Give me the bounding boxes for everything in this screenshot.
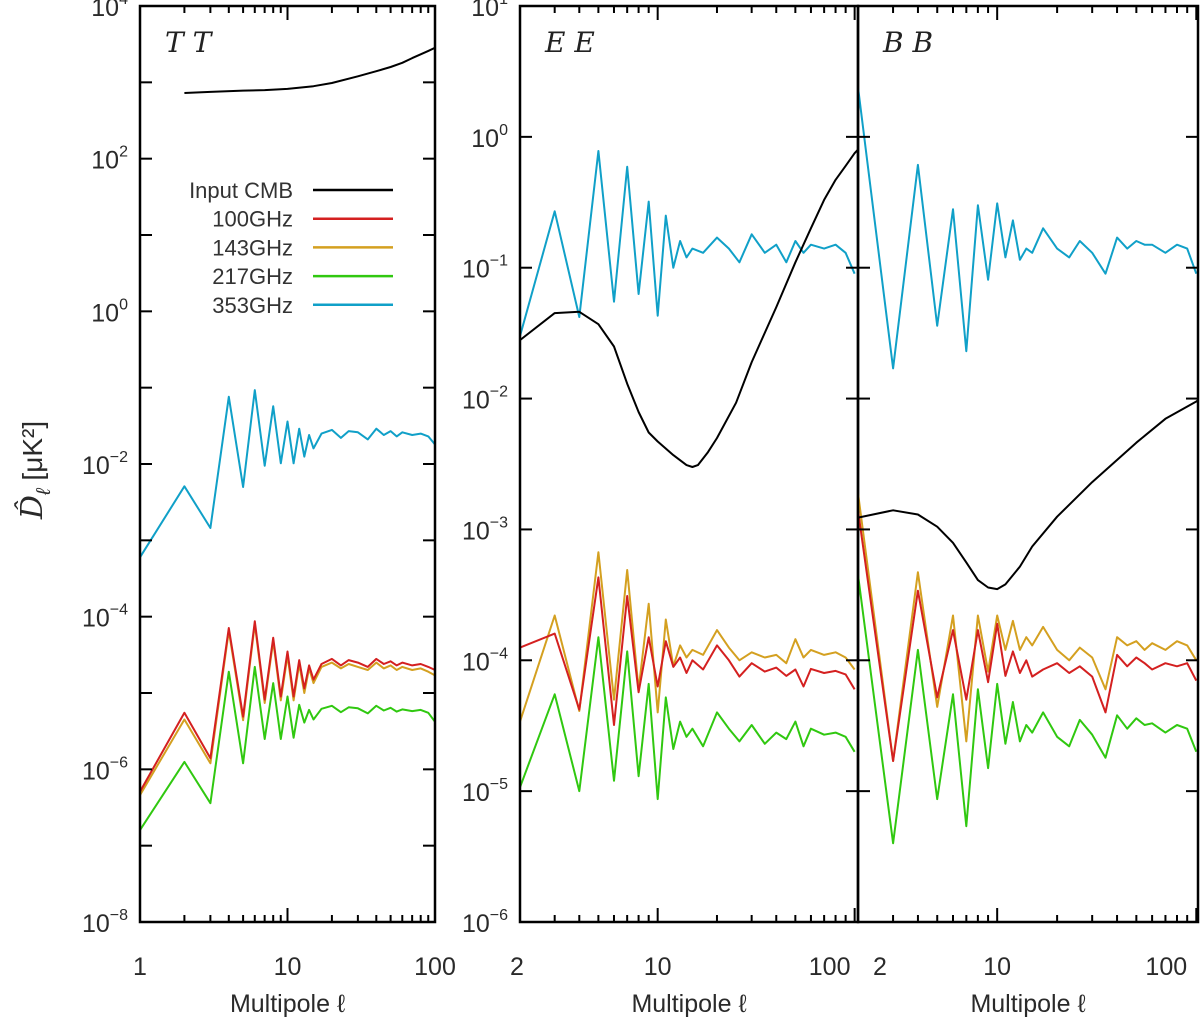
series-line-217ghz xyxy=(858,574,1198,845)
x-tick-label: 100 xyxy=(414,953,456,981)
series-line-143ghz xyxy=(520,551,856,722)
legend: Input CMB 100GHz 143GHz 217GHz 353GHz xyxy=(189,178,393,318)
x-tick-label: 100 xyxy=(809,953,851,981)
tick-base: 10 xyxy=(91,0,119,22)
y-tick-label: 101 xyxy=(471,0,508,22)
y-tick-label: 10−4 xyxy=(462,645,508,676)
legend-label: 100GHz xyxy=(212,207,293,232)
tick-base: 10 xyxy=(462,256,490,284)
tick-exponent: −6 xyxy=(110,754,128,771)
x-tick-label: 1 xyxy=(133,953,147,981)
y-tick-label: 10−2 xyxy=(462,384,508,415)
y-tick-label: 10−6 xyxy=(82,754,128,785)
series-line-input-cmb xyxy=(520,148,858,468)
tick-exponent: −3 xyxy=(490,514,508,531)
y-tick-label: 104 xyxy=(91,0,128,22)
x-tick-label: 2 xyxy=(510,953,524,981)
series-group xyxy=(140,46,435,831)
tick-exponent: −6 xyxy=(490,907,508,924)
tick-base: 10 xyxy=(91,299,119,327)
y-axis-subscript: ℓ xyxy=(33,487,55,496)
y-tick-label: 10−4 xyxy=(82,602,128,633)
y-tick-label: 10−3 xyxy=(462,514,508,545)
x-tick-label: 100 xyxy=(1145,953,1187,981)
tick-exponent: −4 xyxy=(110,602,128,619)
tick-exponent: −8 xyxy=(110,907,128,924)
series-line-100ghz xyxy=(520,576,856,726)
series-line-353ghz xyxy=(858,86,1198,370)
series-line-input-cmb xyxy=(184,46,435,94)
tick-base: 10 xyxy=(462,910,490,938)
legend-label: 143GHz xyxy=(212,235,293,260)
tick-exponent: 2 xyxy=(119,144,128,161)
tick-exponent: 1 xyxy=(499,0,508,8)
y-tick-label: 10−2 xyxy=(82,449,128,480)
x-axis-title: Multipole ℓ xyxy=(970,990,1086,1018)
tick-base: 10 xyxy=(82,910,110,938)
plot-frame xyxy=(856,4,1200,924)
panel-bb: 2 10 100 Multipole ℓ B B xyxy=(856,4,1200,1018)
tick-exponent: 0 xyxy=(499,122,508,139)
legend-label: 353GHz xyxy=(212,293,293,318)
plot-frame xyxy=(518,4,860,924)
series-line-353ghz xyxy=(520,150,856,337)
tick-exponent: −5 xyxy=(490,776,508,793)
tick-base: 10 xyxy=(462,648,490,676)
tick-exponent: −1 xyxy=(490,253,508,270)
series-line-143ghz xyxy=(858,492,1198,762)
series-line-217ghz xyxy=(140,665,435,831)
y-tick-label: 10−8 xyxy=(82,907,128,938)
tick-base: 10 xyxy=(82,605,110,633)
tick-base: 10 xyxy=(462,517,490,545)
series-group xyxy=(858,86,1198,845)
y-axis-symbol: D̂ xyxy=(15,495,50,520)
tick-exponent: 0 xyxy=(119,296,128,313)
series-line-input-cmb xyxy=(858,399,1198,591)
x-tick-label: 2 xyxy=(873,953,887,981)
x-tick-label: 10 xyxy=(274,953,302,981)
panel-tt: 11010010410210010−210−410−610−8Multipole… xyxy=(82,0,456,1018)
x-tick-label: 10 xyxy=(983,953,1011,981)
series-line-353ghz xyxy=(140,389,435,558)
panel-title: E E xyxy=(544,26,595,59)
panel-title: B B xyxy=(882,26,933,59)
y-tick-label: 100 xyxy=(91,296,128,327)
y-tick-label: 10−5 xyxy=(462,776,508,807)
tick-base: 10 xyxy=(91,147,119,175)
legend-label: Input CMB xyxy=(189,178,293,203)
series-line-143ghz xyxy=(140,623,435,796)
tick-base: 10 xyxy=(82,452,110,480)
panel-title: T T xyxy=(165,26,214,59)
tick-base: 10 xyxy=(462,387,490,415)
series-line-217ghz xyxy=(520,636,856,801)
tick-base: 10 xyxy=(471,0,499,22)
plot-frame xyxy=(138,4,437,924)
x-axis-title: Multipole ℓ xyxy=(631,990,747,1018)
legend-label: 217GHz xyxy=(212,264,293,289)
y-tick-label: 10−1 xyxy=(462,253,508,284)
tick-exponent: 4 xyxy=(119,0,128,8)
tick-base: 10 xyxy=(462,779,490,807)
tick-exponent: −4 xyxy=(490,645,508,662)
tick-exponent: −2 xyxy=(490,384,508,401)
y-tick-label: 10−6 xyxy=(462,907,508,938)
series-group xyxy=(520,148,858,801)
series-line-100ghz xyxy=(140,620,435,793)
y-axis-title: D̂ℓ [μK²] xyxy=(15,421,55,520)
x-tick-label: 10 xyxy=(644,953,672,981)
x-axis-title: Multipole ℓ xyxy=(230,990,346,1018)
y-tick-label: 102 xyxy=(91,144,128,175)
y-tick-label: 100 xyxy=(471,122,508,153)
panel-ee: 21010010110010−110−210−310−410−510−6Mult… xyxy=(462,0,860,1018)
y-axis-unit: [μK²] xyxy=(17,421,48,481)
tick-exponent: −2 xyxy=(110,449,128,466)
tick-base: 10 xyxy=(82,757,110,785)
series-line-100ghz xyxy=(858,510,1198,762)
tick-base: 10 xyxy=(471,125,499,153)
